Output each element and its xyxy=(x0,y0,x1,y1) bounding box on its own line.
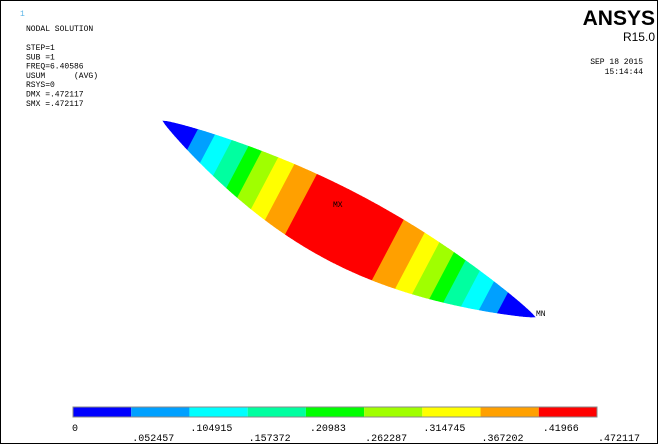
legend-swatch xyxy=(364,407,422,417)
legend-label: .314745 xyxy=(423,424,465,435)
legend-swatch xyxy=(539,407,597,417)
legend-label: .41966 xyxy=(543,424,579,435)
legend-swatch xyxy=(481,407,539,417)
header-line: SUB =1 xyxy=(26,53,55,62)
legend-swatch xyxy=(306,407,364,417)
header-line: FREQ=6.40586 xyxy=(26,63,84,72)
release: R15.0 xyxy=(623,30,655,44)
header-line: RSYS=0 xyxy=(26,81,55,90)
legend-label: .104915 xyxy=(190,424,232,435)
header-title: NODAL SOLUTION xyxy=(26,25,93,34)
legend-label: .052457 xyxy=(132,434,174,445)
header-line: SMX =.472117 xyxy=(26,100,84,109)
min-marker: MN xyxy=(536,310,546,319)
time: 15:14:44 xyxy=(605,68,644,77)
legend-swatch xyxy=(189,407,247,417)
header-line: STEP=1 xyxy=(26,44,55,53)
graphics-window: 1 NODAL SOLUTION STEP=1SUB =1FREQ=6.4058… xyxy=(0,0,659,445)
legend-swatch xyxy=(248,407,306,417)
legend-label: .472117 xyxy=(598,434,640,445)
date: SEP 18 2015 xyxy=(590,58,643,67)
legend-swatch xyxy=(73,407,131,417)
header-line: DMX =.472117 xyxy=(26,91,84,100)
legend-label: .262287 xyxy=(365,434,407,445)
legend-label: .20983 xyxy=(310,424,346,435)
legend-label: .157372 xyxy=(249,434,291,445)
legend-label: 0 xyxy=(72,424,78,435)
legend-label: .367202 xyxy=(482,434,524,445)
max-marker: MX xyxy=(333,201,343,210)
logo: ANSYS xyxy=(583,7,655,30)
legend-swatch xyxy=(131,407,189,417)
header-line: USUM (AVG) xyxy=(26,72,98,81)
window-number: 1 xyxy=(20,10,25,19)
legend-swatch xyxy=(422,407,480,417)
